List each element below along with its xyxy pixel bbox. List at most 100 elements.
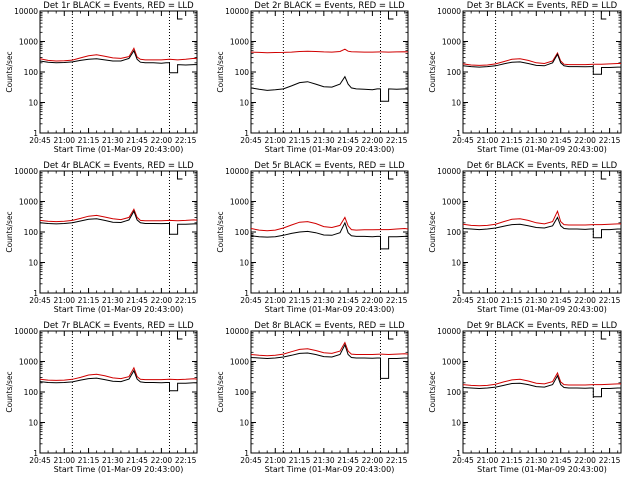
lld-series-line — [462, 371, 621, 387]
y-tick-label: 10000 — [14, 7, 38, 16]
lld-series-line — [250, 341, 409, 357]
y-axis-label: Counts/sec — [5, 371, 14, 412]
x-tick-label: 21:45 — [126, 456, 148, 465]
x-tick-label: 21:15 — [501, 456, 523, 465]
panel-det-3r: Det 3r BLACK = Events, RED = LLD 1 10 100 10… — [428, 1, 622, 154]
y-tick-label: 10 — [239, 419, 249, 428]
y-tick-label: 100 — [24, 388, 39, 397]
x-tick-label: 21:15 — [501, 136, 523, 145]
x-tick-label: 22:00 — [362, 136, 384, 145]
annotation-marker — [387, 331, 394, 340]
y-tick-label: 10 — [239, 99, 249, 108]
x-axis-label: Start Time (01-Mar-09 20:43:00) — [54, 305, 184, 314]
y-tick-label: 1000 — [442, 198, 461, 207]
panel-title: Det 7r BLACK = Events, RED = LLD — [43, 321, 194, 331]
x-tick-label: 21:45 — [550, 296, 572, 305]
x-tick-label: 20:45 — [240, 136, 262, 145]
x-tick-label: 22:00 — [362, 456, 384, 465]
y-tick-label: 10 — [28, 99, 38, 108]
x-tick-label: 20:45 — [29, 136, 51, 145]
y-tick-label: 1000 — [19, 358, 38, 367]
annotation-marker — [176, 331, 183, 340]
lld-series-line — [462, 51, 621, 66]
x-tick-label: 21:00 — [477, 136, 499, 145]
x-axis-label: Start Time (01-Mar-09 20:43:00) — [265, 145, 395, 154]
y-tick-label: 100 — [447, 388, 462, 397]
x-tick-label: 21:00 — [264, 296, 286, 305]
x-tick-label: 22:15 — [175, 136, 197, 145]
y-tick-label: 10 — [28, 419, 38, 428]
panel-title: Det 1r BLACK = Events, RED = LLD — [43, 1, 194, 11]
plot-frame — [39, 170, 198, 294]
panel-title: Det 9r BLACK = Events, RED = LLD — [467, 321, 618, 331]
x-tick-label: 22:15 — [386, 456, 408, 465]
y-tick-label: 100 — [447, 68, 462, 77]
x-tick-label: 20:45 — [29, 456, 51, 465]
annotation-marker — [600, 171, 607, 180]
y-tick-label: 1 — [244, 129, 249, 138]
x-tick-label: 21:30 — [313, 296, 335, 305]
panel-det-7r: Det 7r BLACK = Events, RED = LLD 1 10 100 10… — [5, 321, 198, 474]
panel-det-8r: Det 8r BLACK = Events, RED = LLD 1 10 100 10… — [216, 321, 409, 474]
x-tick-label: 21:15 — [289, 296, 311, 305]
x-tick-label: 21:15 — [501, 296, 523, 305]
x-tick-label: 21:30 — [102, 136, 124, 145]
annotation-marker — [387, 171, 394, 180]
x-axis-label: Start Time (01-Mar-09 20:43:00) — [477, 305, 607, 314]
x-tick-label: 20:45 — [452, 296, 474, 305]
y-tick-label: 10000 — [437, 7, 461, 16]
plot-frame — [39, 330, 198, 454]
y-tick-label: 10 — [451, 259, 461, 268]
panel-det-6r: Det 6r BLACK = Events, RED = LLD 1 10 100 10… — [428, 161, 622, 314]
panel-det-9r: Det 9r BLACK = Events, RED = LLD 1 10 100 10… — [428, 321, 622, 474]
y-tick-label: 1 — [244, 289, 249, 298]
x-tick-label: 21:45 — [337, 136, 359, 145]
x-tick-label: 21:00 — [53, 296, 75, 305]
x-tick-label: 22:00 — [574, 136, 596, 145]
x-tick-label: 20:45 — [240, 456, 262, 465]
x-tick-label: 22:00 — [151, 136, 173, 145]
y-tick-label: 10000 — [14, 327, 38, 336]
x-tick-label: 21:30 — [525, 136, 547, 145]
panel-title: Det 3r BLACK = Events, RED = LLD — [467, 1, 618, 11]
x-tick-label: 20:45 — [452, 456, 474, 465]
y-tick-label: 1000 — [230, 358, 249, 367]
x-tick-label: 21:30 — [102, 456, 124, 465]
y-tick-label: 100 — [235, 388, 250, 397]
plot-frame — [462, 170, 622, 294]
x-tick-label: 21:45 — [337, 456, 359, 465]
plot-frame — [39, 10, 198, 134]
panel-title: Det 5r BLACK = Events, RED = LLD — [254, 161, 405, 171]
panel-title: Det 4r BLACK = Events, RED = LLD — [43, 161, 194, 171]
x-axis-label: Start Time (01-Mar-09 20:43:00) — [265, 465, 395, 474]
panel-det-2r: Det 2r BLACK = Events, RED = LLD 1 10 100 10… — [216, 1, 409, 154]
x-tick-label: 21:30 — [525, 456, 547, 465]
y-tick-label: 100 — [24, 228, 39, 237]
y-tick-label: 100 — [235, 228, 250, 237]
panel-title: Det 2r BLACK = Events, RED = LLD — [254, 1, 405, 11]
y-tick-label: 10000 — [225, 167, 249, 176]
y-axis-label: Counts/sec — [428, 211, 437, 252]
y-tick-label: 1000 — [19, 38, 38, 47]
panel-det-5r: Det 5r BLACK = Events, RED = LLD 1 10 100 10… — [216, 161, 409, 314]
x-tick-label: 22:00 — [574, 456, 596, 465]
y-tick-label: 1 — [456, 449, 461, 458]
events-series-line — [250, 75, 409, 102]
lld-series-line — [250, 216, 409, 232]
x-tick-label: 21:45 — [126, 136, 148, 145]
x-tick-label: 22:00 — [151, 296, 173, 305]
x-tick-label: 22:15 — [175, 456, 197, 465]
y-tick-label: 1 — [456, 129, 461, 138]
x-tick-label: 21:00 — [477, 296, 499, 305]
plot-frame — [250, 170, 409, 294]
annotation-marker — [176, 11, 183, 20]
annotation-marker — [176, 171, 183, 180]
y-tick-label: 100 — [447, 228, 462, 237]
x-tick-label: 22:00 — [151, 456, 173, 465]
x-tick-label: 21:30 — [102, 296, 124, 305]
y-tick-label: 1 — [456, 289, 461, 298]
plot-frame — [462, 10, 622, 134]
x-tick-label: 21:15 — [78, 136, 100, 145]
x-tick-label: 22:15 — [386, 136, 408, 145]
